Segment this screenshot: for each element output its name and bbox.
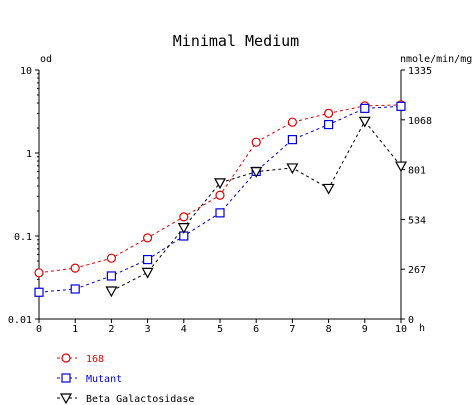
x-tick-label: 4 <box>181 324 187 335</box>
data-point <box>251 137 261 147</box>
data-point <box>105 286 118 298</box>
legend-marker <box>59 393 73 405</box>
data-point <box>70 263 80 273</box>
x-tick-label: 7 <box>289 324 295 335</box>
data-point <box>143 233 153 243</box>
left-axis-unit: od <box>40 54 52 65</box>
right-tick-label: 267 <box>408 265 426 276</box>
legend-item: Beta Galactosidase <box>57 393 194 405</box>
legend-label: 168 <box>86 354 104 365</box>
right-tick-label: 1068 <box>408 116 432 127</box>
x-axis-unit: h <box>419 323 425 334</box>
legend-item: Mutant <box>57 373 122 385</box>
data-point <box>215 208 225 218</box>
right-tick-label: 1335 <box>408 66 432 77</box>
right-tick-label: 0 <box>408 315 414 326</box>
data-point <box>215 190 225 200</box>
data-point <box>286 163 299 175</box>
x-tick-label: 6 <box>253 324 259 335</box>
data-point <box>396 101 406 111</box>
data-point <box>70 284 80 294</box>
x-tick-label: 0 <box>36 324 42 335</box>
data-point <box>358 116 371 128</box>
data-point <box>177 223 190 234</box>
data-point <box>322 183 335 195</box>
data-point <box>141 267 154 279</box>
right-axis-unit: nmole/min/mg <box>400 54 472 65</box>
data-point <box>34 287 44 297</box>
legend: 168 Mutant Beta Galactosidase <box>57 353 194 405</box>
data-point <box>324 108 334 118</box>
x-tick-label: 10 <box>395 324 407 335</box>
data-point <box>143 254 153 265</box>
series-3 <box>105 116 408 298</box>
legend-marker <box>61 373 71 383</box>
legend-label: Mutant <box>86 374 122 385</box>
left-tick-label: 0.01 <box>8 315 32 326</box>
data-point <box>250 167 263 178</box>
x-tick-label: 2 <box>108 324 114 335</box>
data-point <box>287 117 297 127</box>
data-point <box>106 271 117 281</box>
x-tick-label: 1 <box>72 324 78 335</box>
data-point <box>34 268 44 278</box>
data-point <box>324 119 334 130</box>
chart-title: Minimal Medium <box>173 32 299 50</box>
data-point <box>179 212 189 222</box>
data-point <box>287 135 297 145</box>
x-tick-label: 9 <box>362 324 368 335</box>
axes: 0 1 2 3 4 5 6 7 8 9 10 10 1 0.1 0.01 1335 1068 801 534 267 0 <box>8 66 432 335</box>
x-tick-label: 5 <box>217 324 223 335</box>
data-point <box>394 161 408 173</box>
legend-marker <box>61 353 71 363</box>
left-tick-label: 0.1 <box>14 232 32 243</box>
plot-series <box>34 100 408 298</box>
right-tick-label: 534 <box>408 215 426 226</box>
data-point <box>106 253 117 263</box>
legend-item: 168 <box>57 353 104 365</box>
x-tick-label: 3 <box>145 324 151 335</box>
left-tick-label: 10 <box>20 66 32 77</box>
data-point <box>213 178 227 190</box>
right-tick-label: 801 <box>408 166 426 177</box>
x-tick-label: 8 <box>326 324 332 335</box>
data-point <box>360 103 370 113</box>
left-tick-label: 1 <box>26 149 32 160</box>
legend-label: Beta Galactosidase <box>86 394 194 405</box>
